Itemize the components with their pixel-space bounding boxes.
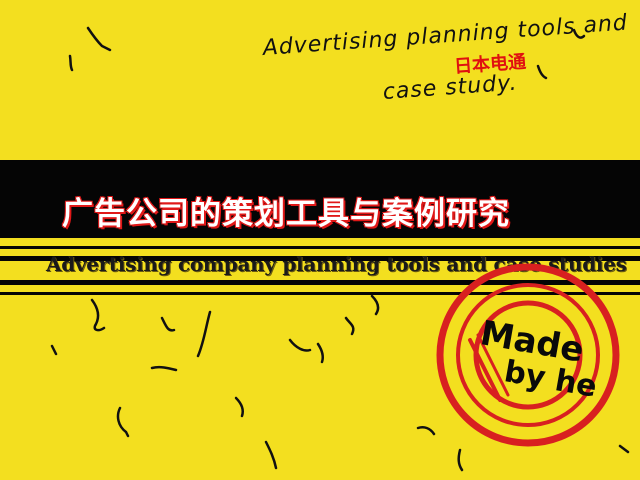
scribble-mark <box>416 426 436 436</box>
stamp-slash <box>476 333 510 397</box>
scribble-mark <box>288 338 312 352</box>
scribble-mark <box>370 294 380 316</box>
scribble-mark <box>344 316 355 336</box>
scribble-mark <box>50 344 58 356</box>
scribble-mark <box>264 440 278 470</box>
stripe-line <box>0 292 640 295</box>
scribble-mark <box>536 64 548 80</box>
scribble-mark <box>572 28 586 39</box>
title-band <box>0 160 640 238</box>
scribble-mark <box>86 26 112 52</box>
scribble-mark <box>234 396 244 418</box>
scribble-mark <box>68 54 74 72</box>
title-chinese: 广告公司的策划工具与案例研究 <box>62 196 510 232</box>
scribble-mark <box>90 298 106 332</box>
stripe-line <box>0 280 640 285</box>
scribble-mark <box>457 448 464 472</box>
stamp-slash <box>468 338 502 402</box>
scribble-mark <box>116 406 130 438</box>
scribble-mark <box>150 365 178 372</box>
scribble-mark <box>618 444 630 454</box>
stamp-ring-middle <box>456 283 600 427</box>
scribble-mark <box>316 342 325 364</box>
scribble-mark <box>196 310 212 358</box>
stamp-ring-outer <box>436 263 620 447</box>
stripe-line <box>0 246 640 249</box>
scribble-mark <box>160 316 176 332</box>
stripe-line <box>0 256 640 261</box>
